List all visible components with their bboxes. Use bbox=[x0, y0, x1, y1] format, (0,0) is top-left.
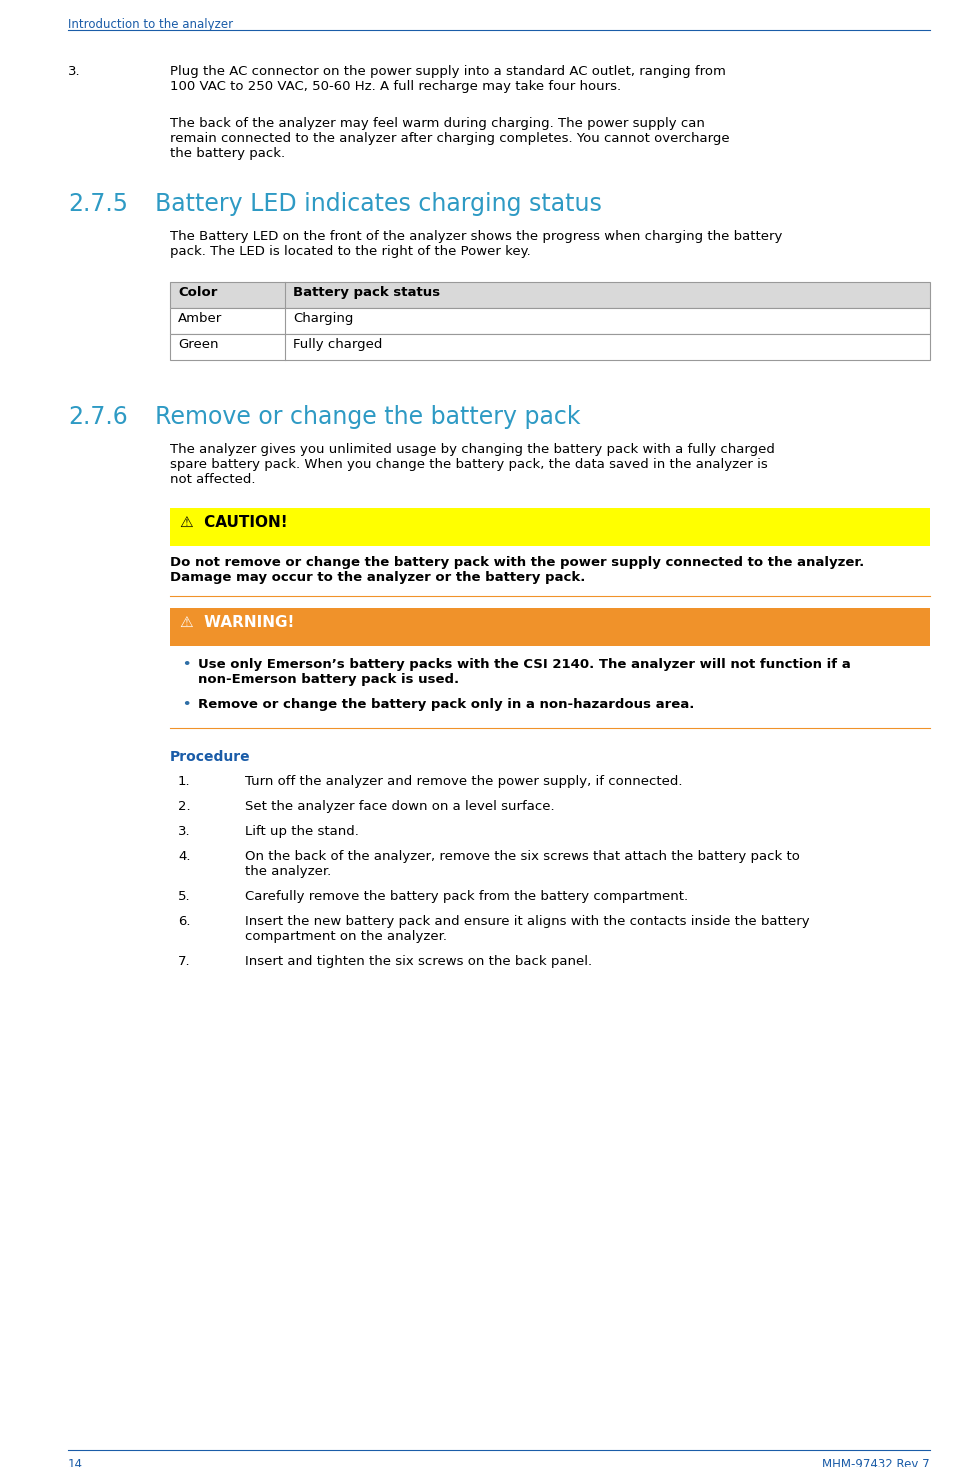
Text: Procedure: Procedure bbox=[170, 750, 251, 764]
Text: ⚠  CAUTION!: ⚠ CAUTION! bbox=[180, 515, 288, 530]
Bar bbox=[170, 508, 930, 546]
Text: MHM-97432 Rev 7: MHM-97432 Rev 7 bbox=[823, 1458, 930, 1467]
Text: 2.: 2. bbox=[178, 800, 190, 813]
Text: 3.: 3. bbox=[68, 65, 81, 78]
Bar bbox=[170, 334, 930, 359]
Text: pack. The LED is located to the right of the Power key.: pack. The LED is located to the right of… bbox=[170, 245, 531, 258]
Text: Use only Emerson’s battery packs with the CSI 2140. The analyzer will not functi: Use only Emerson’s battery packs with th… bbox=[198, 659, 851, 670]
Text: 5.: 5. bbox=[178, 890, 190, 904]
Bar bbox=[170, 607, 930, 645]
Text: The back of the analyzer may feel warm during charging. The power supply can: The back of the analyzer may feel warm d… bbox=[170, 117, 705, 131]
Text: Turn off the analyzer and remove the power supply, if connected.: Turn off the analyzer and remove the pow… bbox=[245, 775, 682, 788]
Text: Fully charged: Fully charged bbox=[293, 337, 383, 351]
Text: Charging: Charging bbox=[293, 312, 353, 326]
Text: •: • bbox=[182, 698, 190, 711]
Text: non-Emerson battery pack is used.: non-Emerson battery pack is used. bbox=[198, 673, 459, 687]
Bar bbox=[170, 308, 930, 334]
Bar bbox=[170, 334, 930, 359]
Text: On the back of the analyzer, remove the six screws that attach the battery pack : On the back of the analyzer, remove the … bbox=[245, 849, 800, 863]
Text: Do not remove or change the battery pack with the power supply connected to the : Do not remove or change the battery pack… bbox=[170, 556, 865, 569]
Text: Remove or change the battery pack: Remove or change the battery pack bbox=[155, 405, 581, 428]
Text: ⚠  WARNING!: ⚠ WARNING! bbox=[180, 615, 295, 629]
Text: Color: Color bbox=[178, 286, 218, 299]
Bar bbox=[170, 282, 930, 308]
Text: 3.: 3. bbox=[178, 824, 190, 838]
Text: Insert the new battery pack and ensure it aligns with the contacts inside the ba: Insert the new battery pack and ensure i… bbox=[245, 915, 810, 929]
Text: compartment on the analyzer.: compartment on the analyzer. bbox=[245, 930, 447, 943]
Bar bbox=[170, 308, 930, 334]
Text: 100 VAC to 250 VAC, 50-60 Hz. A full recharge may take four hours.: 100 VAC to 250 VAC, 50-60 Hz. A full rec… bbox=[170, 81, 621, 92]
Text: The analyzer gives you unlimited usage by changing the battery pack with a fully: The analyzer gives you unlimited usage b… bbox=[170, 443, 775, 456]
Text: Battery pack status: Battery pack status bbox=[293, 286, 440, 299]
Text: The Battery LED on the front of the analyzer shows the progress when charging th: The Battery LED on the front of the anal… bbox=[170, 230, 783, 244]
Text: Green: Green bbox=[178, 337, 219, 351]
Bar bbox=[170, 282, 930, 308]
Text: 6.: 6. bbox=[178, 915, 190, 929]
Text: 4.: 4. bbox=[178, 849, 190, 863]
Text: Damage may occur to the analyzer or the battery pack.: Damage may occur to the analyzer or the … bbox=[170, 571, 586, 584]
Text: 1.: 1. bbox=[178, 775, 190, 788]
Text: Introduction to the analyzer: Introduction to the analyzer bbox=[68, 18, 233, 31]
Text: Amber: Amber bbox=[178, 312, 223, 326]
Text: remain connected to the analyzer after charging completes. You cannot overcharge: remain connected to the analyzer after c… bbox=[170, 132, 730, 145]
Text: Lift up the stand.: Lift up the stand. bbox=[245, 824, 359, 838]
Text: 7.: 7. bbox=[178, 955, 190, 968]
Text: 2.7.6: 2.7.6 bbox=[68, 405, 128, 428]
Text: Remove or change the battery pack only in a non-hazardous area.: Remove or change the battery pack only i… bbox=[198, 698, 694, 711]
Text: 2.7.5: 2.7.5 bbox=[68, 192, 128, 216]
Text: Battery LED indicates charging status: Battery LED indicates charging status bbox=[155, 192, 602, 216]
Text: the analyzer.: the analyzer. bbox=[245, 866, 331, 879]
Text: not affected.: not affected. bbox=[170, 472, 256, 486]
Text: •: • bbox=[182, 659, 190, 670]
Text: Insert and tighten the six screws on the back panel.: Insert and tighten the six screws on the… bbox=[245, 955, 592, 968]
Text: Plug the AC connector on the power supply into a standard AC outlet, ranging fro: Plug the AC connector on the power suppl… bbox=[170, 65, 726, 78]
Text: 14: 14 bbox=[68, 1458, 83, 1467]
Text: Set the analyzer face down on a level surface.: Set the analyzer face down on a level su… bbox=[245, 800, 554, 813]
Text: Carefully remove the battery pack from the battery compartment.: Carefully remove the battery pack from t… bbox=[245, 890, 688, 904]
Text: spare battery pack. When you change the battery pack, the data saved in the anal: spare battery pack. When you change the … bbox=[170, 458, 768, 471]
Text: the battery pack.: the battery pack. bbox=[170, 147, 285, 160]
